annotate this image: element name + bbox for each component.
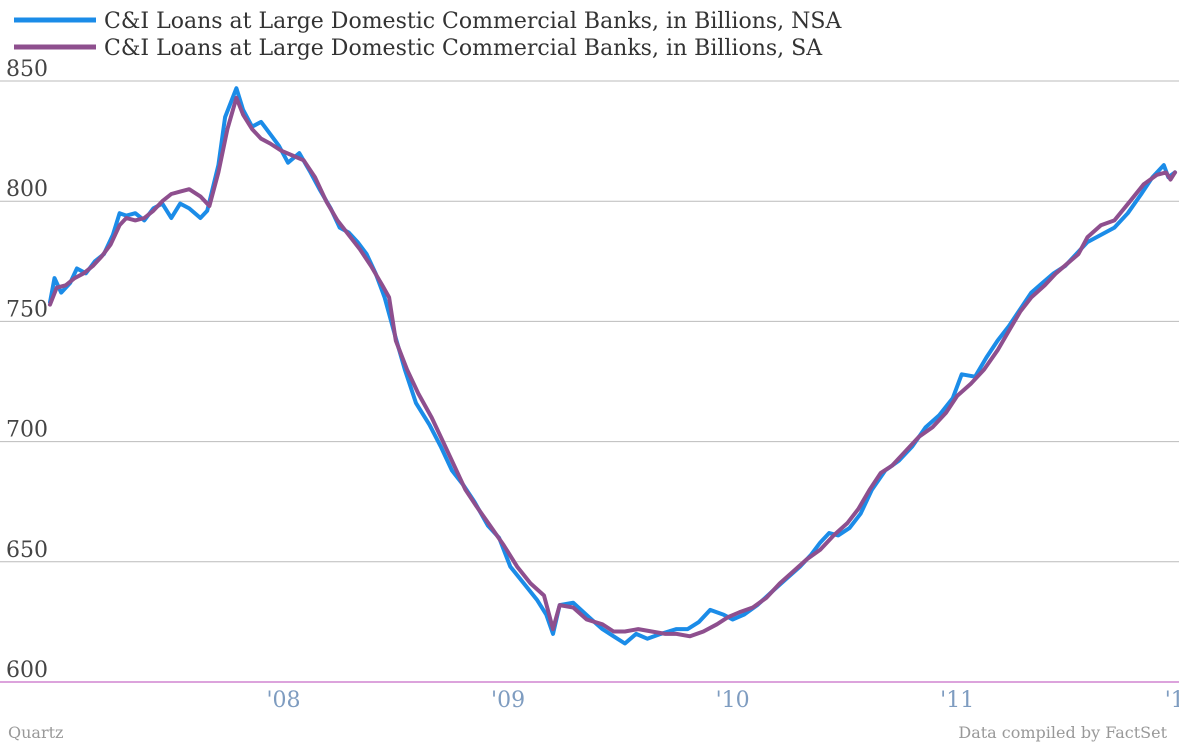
x-axis: '08 '09 '10 '11 '12 [267, 688, 1179, 713]
y-tick-label: 650 [6, 538, 48, 563]
y-tick-label: 850 [6, 57, 48, 82]
y-tick-label: 600 [6, 658, 48, 683]
x-tick-label: '08 [267, 688, 301, 713]
x-tick-label: '12 [1165, 688, 1179, 713]
legend: C&I Loans at Large Domestic Commercial B… [14, 9, 842, 61]
y-axis: 850 800 750 700 650 600 [6, 57, 48, 683]
source-factset: Data compiled by FactSet [958, 723, 1167, 742]
source-quartz: Quartz [8, 723, 63, 742]
x-tick-label: '11 [940, 688, 974, 713]
y-tick-label: 700 [6, 418, 48, 443]
legend-label-nsa: C&I Loans at Large Domestic Commercial B… [104, 9, 842, 34]
series-line-nsa [48, 86, 1177, 646]
x-tick-label: '10 [716, 688, 750, 713]
gridlines [0, 80, 1179, 683]
series-line-sa [48, 95, 1177, 639]
series [48, 86, 1177, 646]
x-tick-label: '09 [491, 688, 525, 713]
y-tick-label: 750 [6, 297, 48, 322]
legend-label-sa: C&I Loans at Large Domestic Commercial B… [104, 36, 823, 61]
y-tick-label: 800 [6, 177, 48, 202]
